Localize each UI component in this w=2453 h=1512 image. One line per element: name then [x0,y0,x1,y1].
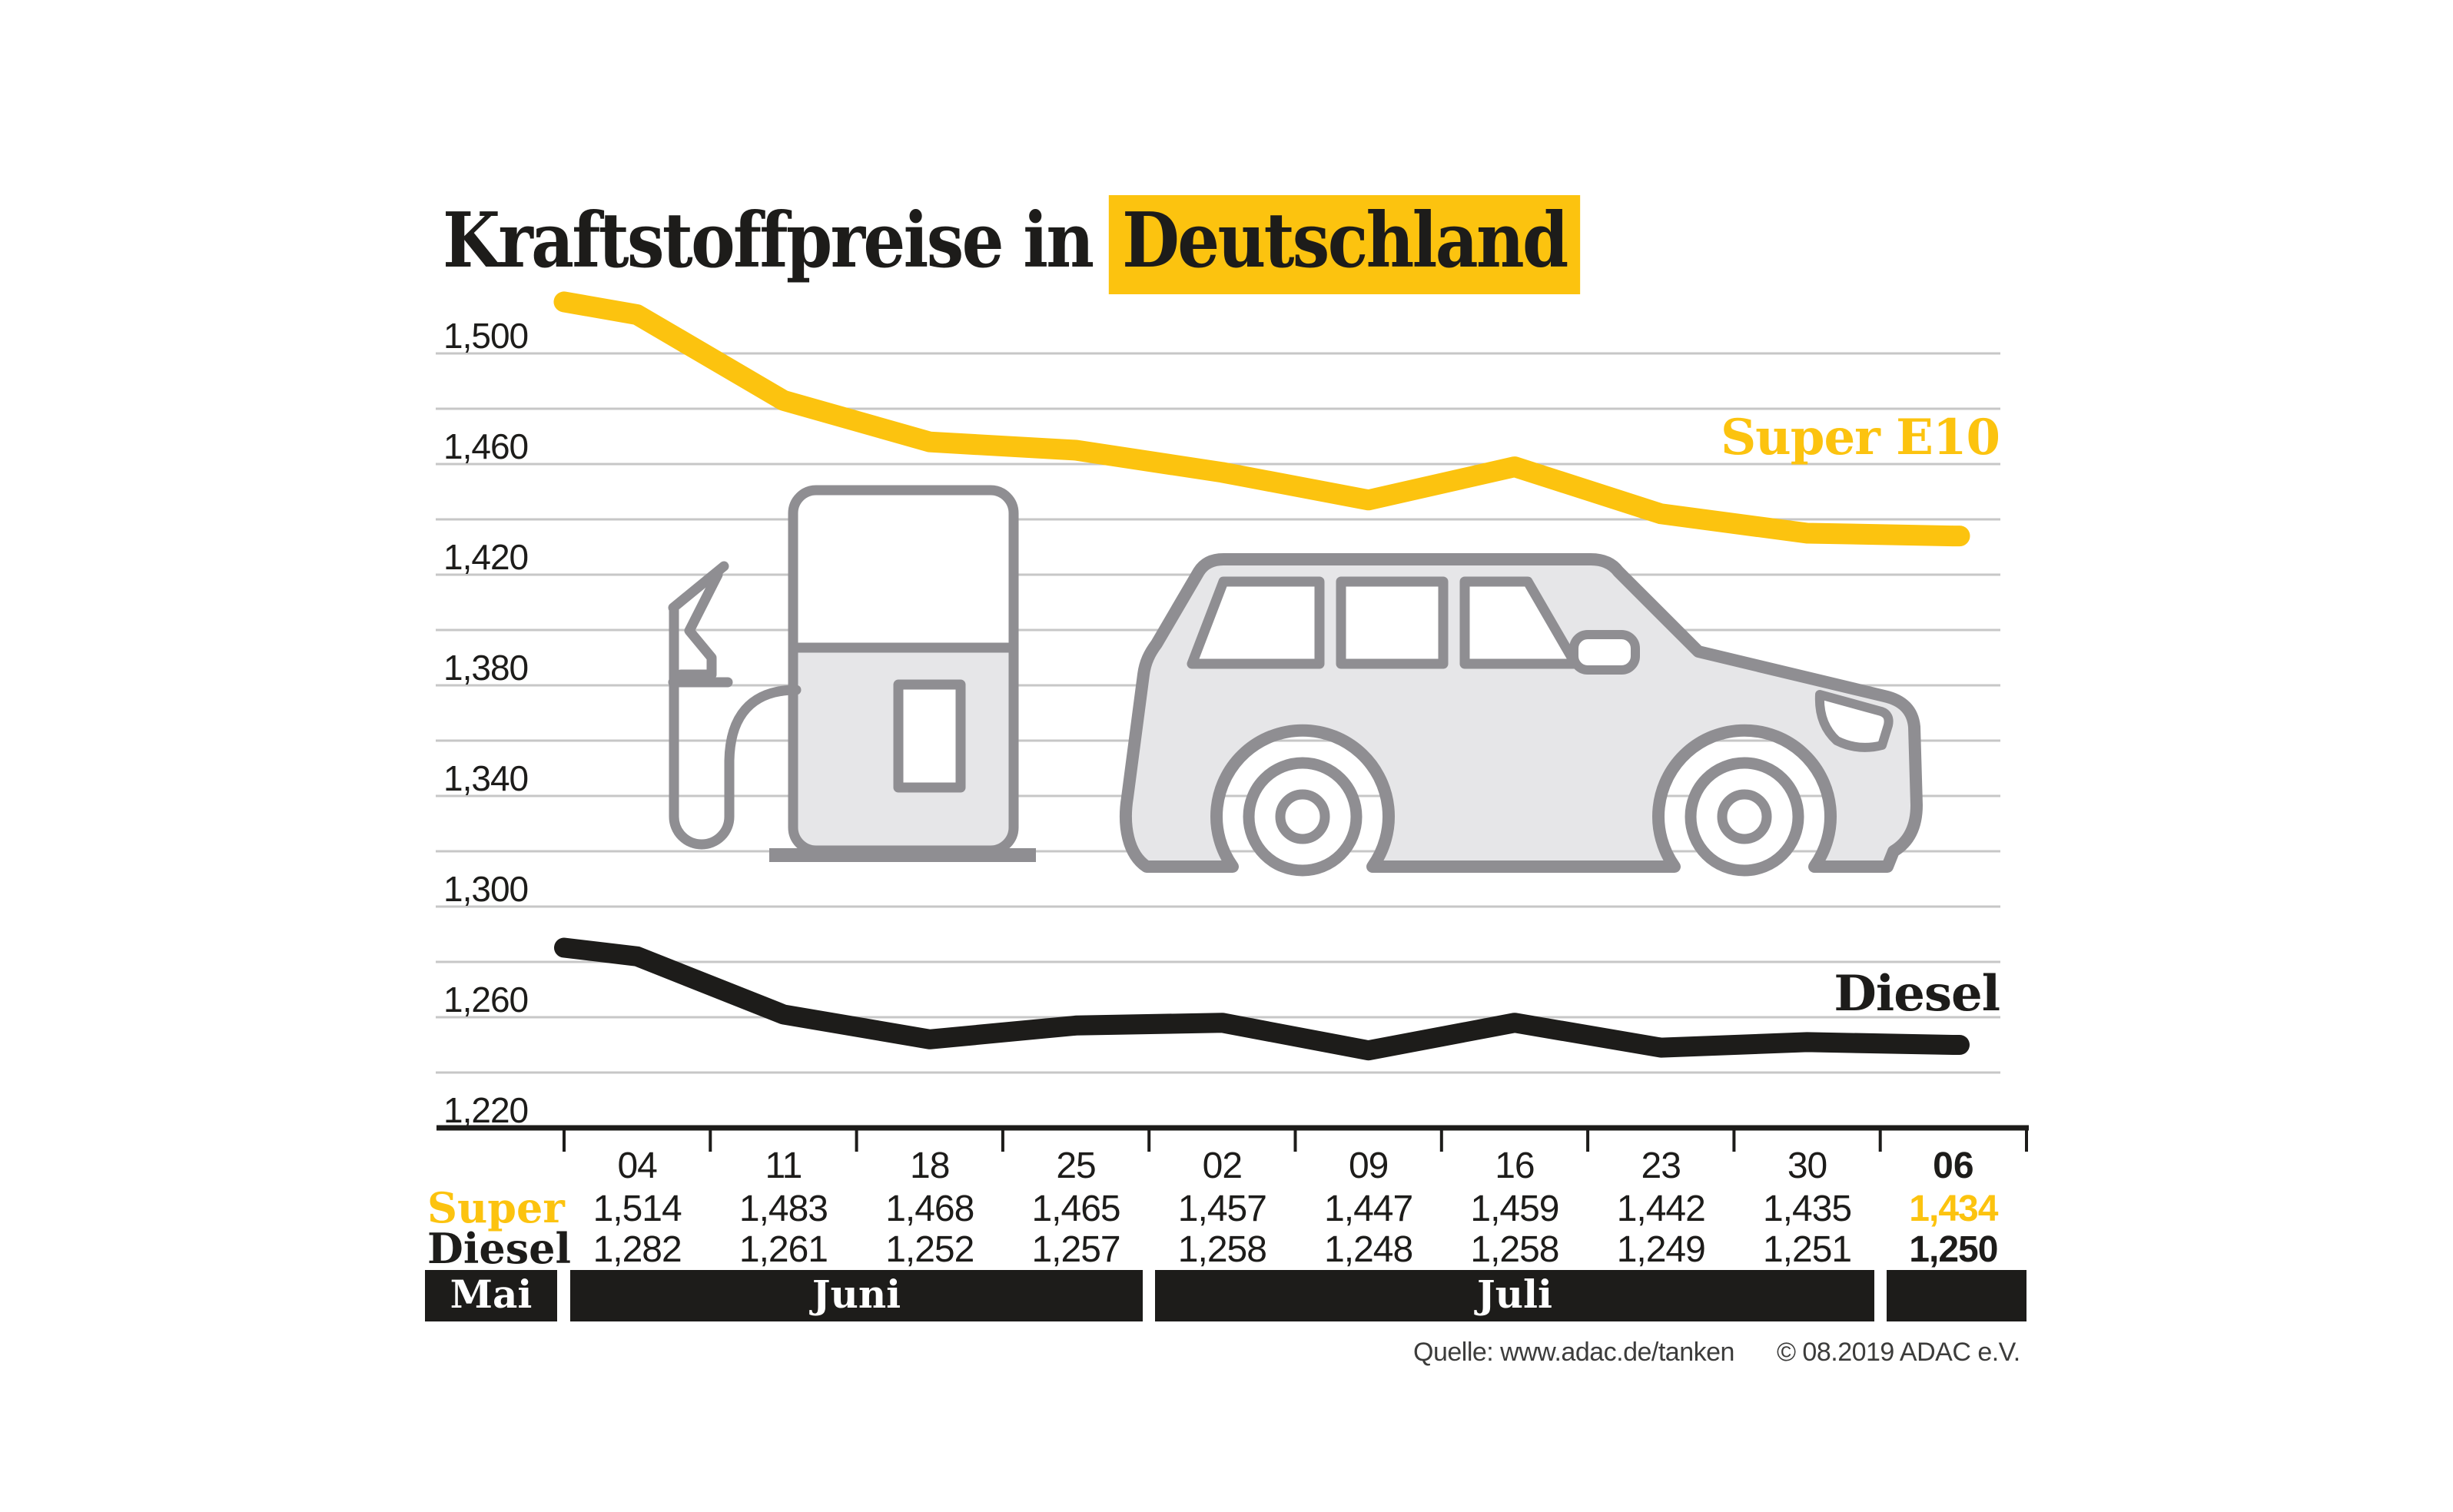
day-label: 30 [1787,1146,1827,1186]
day-label: 06 [1933,1146,1974,1186]
month-band-juli: Juli [1155,1270,1874,1321]
day-label: 09 [1348,1146,1389,1186]
table-row-label-super: Super [427,1183,565,1232]
y-axis-label: 1,300 [443,869,529,909]
y-axis-label: 1,220 [443,1090,529,1130]
super-price-value: 1,434 [1909,1189,1998,1229]
super-price-value: 1,459 [1470,1189,1559,1229]
diesel-price-value: 1,257 [1031,1229,1120,1270]
car-mirror [1569,630,1640,675]
y-axis-label: 1,420 [443,537,529,577]
super-price-value: 1,442 [1616,1189,1706,1229]
y-axis-label: 1,500 [443,316,529,356]
car-headlight [1814,690,1894,752]
diesel-line [554,937,1970,1061]
y-axis-label: 1,340 [443,758,529,798]
source-note: Quelle: www.adac.de/tanken © 08.2019 ADAC… [1413,1338,2020,1368]
data-lines [553,291,1970,1061]
super-e10-line [553,291,1970,547]
super-price-value: 1,483 [739,1189,828,1229]
super-price-value: 1,435 [1762,1189,1852,1229]
day-label: 11 [765,1146,803,1186]
diesel-price-value: 1,249 [1616,1229,1706,1270]
diesel-price-value: 1,261 [739,1229,828,1270]
title-highlight: Deutschland [1108,195,1581,294]
fuel-pump-icon [668,485,1036,862]
day-label: 18 [910,1146,950,1186]
diesel-price-value: 1,251 [1762,1229,1852,1270]
table-row-label-diesel: Diesel [427,1224,571,1273]
y-axis-label: 1,460 [443,426,529,466]
day-label: 25 [1056,1146,1096,1186]
y-axis-label: 1,380 [443,648,529,688]
day-label: 16 [1495,1146,1535,1186]
diesel-price-value: 1,250 [1909,1229,1998,1270]
day-label: 04 [617,1146,657,1186]
month-band-juni: Juni [570,1270,1143,1321]
source-text: Quelle: www.adac.de/tanken [1413,1338,1734,1367]
title-text: Kraftstoffpreise in [443,197,1094,285]
super-price-value: 1,447 [1324,1189,1413,1229]
super-price-value: 1,457 [1177,1189,1267,1229]
super-price-value: 1,468 [885,1189,974,1229]
day-label: 23 [1641,1146,1681,1186]
car-rear-window [1187,576,1325,669]
diesel-price-value: 1,258 [1177,1229,1267,1270]
legend-diesel: Diesel [1834,965,2000,1023]
car-icon [1120,553,1923,877]
diesel-price-value: 1,252 [885,1229,974,1270]
x-axis [436,1125,2029,1152]
diesel-price-value: 1,258 [1470,1229,1559,1270]
super-price-value: 1,465 [1031,1189,1120,1229]
page-title: Kraftstoffpreise in Deutschland [443,195,1581,294]
month-band-august [1887,1270,2026,1321]
y-axis-label: 1,260 [443,980,529,1020]
day-label: 02 [1202,1146,1243,1186]
copyright-text: © 08.2019 ADAC e.V. [1776,1338,2020,1367]
diesel-price-value: 1,282 [593,1229,682,1270]
car-middle-window [1336,576,1449,669]
legend-super-e10: Super E10 [1720,409,2000,466]
super-price-value: 1,514 [593,1189,682,1229]
month-band-mai: Mai [425,1270,557,1321]
diesel-price-value: 1,248 [1324,1229,1413,1270]
